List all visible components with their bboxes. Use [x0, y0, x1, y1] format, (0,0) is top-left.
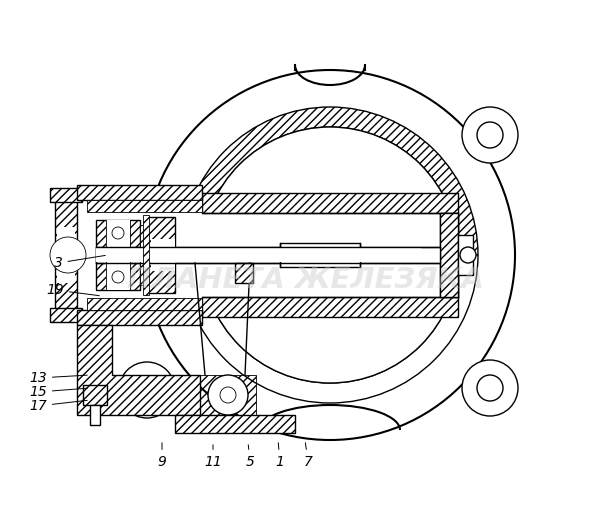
Bar [96, 248, 421, 262]
Text: 15: 15 [29, 385, 87, 399]
Bar [57, 227, 75, 283]
Bar [140, 225, 146, 285]
Bar [143, 215, 149, 295]
Circle shape [134, 377, 160, 403]
Bar [280, 243, 360, 267]
Bar [96, 247, 440, 263]
Bar [90, 405, 100, 425]
Bar [145, 217, 175, 293]
Text: 17: 17 [29, 399, 87, 413]
Text: 3: 3 [53, 255, 105, 270]
Circle shape [477, 122, 503, 148]
Bar [202, 297, 458, 317]
Text: 11: 11 [204, 445, 222, 469]
Bar [83, 385, 107, 405]
Circle shape [119, 362, 175, 418]
Text: ПЛАНЕТА ЖЕЛЕЗЯКА: ПЛАНЕТА ЖЕЛЕЗЯКА [127, 266, 484, 294]
Bar [77, 310, 202, 325]
Bar [202, 213, 458, 297]
Circle shape [145, 70, 515, 440]
Bar [202, 193, 458, 213]
Bar [440, 213, 458, 297]
Text: 9: 9 [158, 443, 166, 469]
Text: 19: 19 [46, 283, 99, 297]
Circle shape [220, 387, 236, 403]
Text: 5: 5 [245, 445, 254, 469]
Bar [55, 200, 77, 310]
Bar [235, 263, 253, 283]
Bar [106, 220, 130, 290]
Text: 7: 7 [304, 443, 313, 469]
Bar [151, 239, 175, 271]
Circle shape [462, 360, 518, 416]
Bar [50, 188, 82, 202]
Bar [200, 375, 256, 415]
Bar [175, 415, 295, 433]
Circle shape [112, 271, 124, 283]
Wedge shape [182, 107, 478, 255]
Text: 1: 1 [275, 443, 284, 469]
Bar [440, 213, 458, 297]
Bar [87, 200, 202, 212]
Circle shape [50, 237, 86, 273]
Bar [87, 298, 202, 310]
Circle shape [462, 107, 518, 163]
Polygon shape [77, 325, 200, 415]
Circle shape [112, 249, 124, 261]
Text: 13: 13 [29, 371, 87, 385]
Circle shape [477, 375, 503, 401]
Bar [77, 185, 202, 200]
Bar [50, 308, 82, 322]
Circle shape [202, 127, 458, 383]
Bar [96, 220, 140, 290]
Bar [77, 200, 202, 310]
Circle shape [460, 247, 476, 263]
Circle shape [112, 227, 124, 239]
Bar [458, 235, 473, 275]
Circle shape [208, 375, 248, 415]
